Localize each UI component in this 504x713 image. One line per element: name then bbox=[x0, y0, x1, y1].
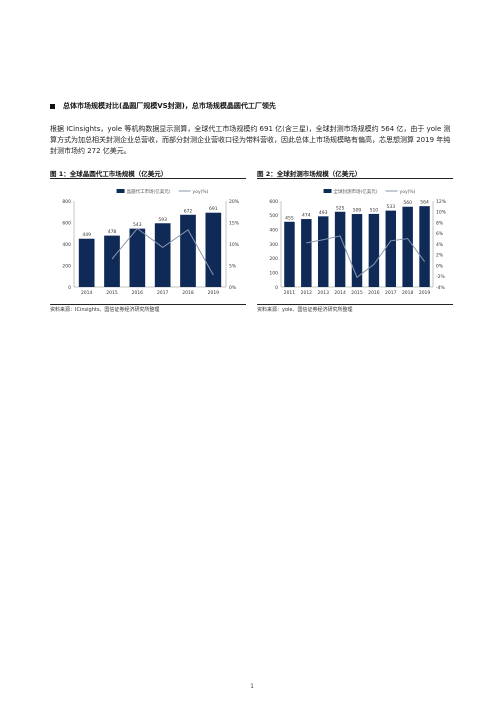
x-tick-label: 2015 bbox=[351, 290, 363, 296]
right-tick-label: -4% bbox=[436, 285, 445, 291]
x-tick-label: 2012 bbox=[301, 290, 313, 296]
figure-2-bottom-rule bbox=[257, 304, 453, 305]
left-tick-label: 300 bbox=[269, 242, 278, 248]
bar bbox=[317, 216, 329, 287]
legend-bar-swatch bbox=[323, 189, 332, 193]
x-tick-label: 2011 bbox=[284, 290, 296, 296]
x-tick-label: 2019 bbox=[208, 290, 220, 296]
bar-value-label: 691 bbox=[209, 206, 218, 212]
bar bbox=[402, 206, 413, 287]
bar bbox=[351, 214, 363, 287]
left-tick-label: 0 bbox=[68, 285, 71, 291]
figure-1-title: 图 1：全球晶圆代工市场规模（亿美元） bbox=[50, 170, 168, 178]
section-heading-text: 总体市场规模对比(晶圆厂规模VS封测)，总市场规模晶圆代工厂领先 bbox=[63, 102, 276, 110]
figure-1-chart: 0 200 400 600 800 0% 5% 10% 15% 20% 449 2014 478 2015… bbox=[62, 188, 240, 296]
legend-bar-swatch bbox=[116, 189, 125, 193]
left-tick-label: 200 bbox=[269, 256, 278, 262]
bar-value-label: 478 bbox=[108, 229, 117, 235]
bar-value-label: 493 bbox=[319, 210, 328, 216]
bar-value-label: 543 bbox=[133, 222, 142, 228]
left-tick-label: 600 bbox=[269, 199, 278, 205]
figure-2-title: 图 2：全球封测市场规模（亿美元） bbox=[257, 170, 362, 178]
bar bbox=[334, 211, 346, 287]
right-tick-label: 6% bbox=[436, 231, 444, 237]
bar-value-label: 455 bbox=[285, 215, 294, 221]
bar bbox=[368, 213, 380, 287]
bar-value-label: 672 bbox=[184, 208, 193, 214]
right-tick-label: 0% bbox=[229, 285, 237, 291]
right-tick-label: 15% bbox=[229, 220, 240, 226]
bar-value-label: 525 bbox=[336, 205, 345, 211]
x-tick-label: 2017 bbox=[385, 290, 397, 296]
bar-value-label: 449 bbox=[82, 232, 91, 238]
x-tick-label: 2019 bbox=[419, 290, 431, 296]
right-tick-label: 10% bbox=[436, 210, 447, 216]
section-heading: 总体市场规模对比(晶圆厂规模VS封测)，总市场规模晶圆代工厂领先 bbox=[50, 101, 276, 111]
left-tick-label: 200 bbox=[62, 263, 71, 269]
bar bbox=[284, 221, 295, 287]
bar-value-label: 509 bbox=[353, 208, 362, 214]
yoy-line bbox=[306, 235, 426, 279]
x-tick-label: 2014 bbox=[81, 290, 93, 296]
x-tick-label: 2013 bbox=[317, 290, 329, 296]
bar bbox=[301, 219, 312, 287]
bar-value-label: 560 bbox=[403, 200, 412, 206]
right-tick-label: 5% bbox=[229, 263, 237, 269]
left-tick-label: 100 bbox=[269, 270, 278, 276]
left-tick-label: 500 bbox=[269, 213, 278, 219]
right-tick-label: 8% bbox=[436, 220, 444, 226]
left-tick-label: 400 bbox=[62, 242, 71, 248]
left-tick-label: 400 bbox=[269, 227, 278, 233]
page-number: 1 bbox=[250, 683, 254, 690]
legend-line-label: yoy(%) bbox=[193, 189, 209, 195]
bar bbox=[104, 235, 120, 287]
figure-2-top-rule bbox=[257, 178, 453, 179]
figure-1-bottom-rule bbox=[50, 304, 246, 305]
bar bbox=[154, 223, 171, 287]
right-tick-label: 20% bbox=[229, 199, 240, 205]
x-tick-label: 2016 bbox=[132, 290, 144, 296]
legend-bar-label: 全球封测市场(亿美元) bbox=[334, 188, 378, 195]
right-tick-label: 12% bbox=[436, 199, 447, 205]
bar bbox=[385, 210, 397, 287]
bar bbox=[180, 214, 196, 287]
bar bbox=[419, 206, 430, 287]
left-tick-label: 600 bbox=[62, 220, 71, 226]
bullet-square-icon bbox=[50, 103, 55, 109]
left-tick-label: 800 bbox=[62, 199, 71, 205]
x-tick-label: 2018 bbox=[182, 290, 194, 296]
x-tick-label: 2017 bbox=[157, 290, 169, 296]
figure-2-chart: 0 100 200 300 400 500 600 -4% -2% 0% 2% 4% 6% 8% 10% 12… bbox=[269, 188, 447, 296]
x-tick-label: 2016 bbox=[368, 290, 380, 296]
right-tick-label: -2% bbox=[436, 274, 445, 280]
bar-value-label: 593 bbox=[158, 217, 167, 223]
body-paragraph: 根据 ICinsights，yole 等机构数据显示测算，全球代工市场规模约 6… bbox=[50, 125, 451, 155]
legend-bar-label: 晶圆代工市场(亿美元) bbox=[127, 188, 171, 195]
figure-1-top-rule bbox=[50, 178, 246, 179]
bar-value-label: 510 bbox=[370, 207, 379, 213]
legend-line-label: yoy(%) bbox=[400, 189, 416, 195]
bar bbox=[205, 212, 222, 287]
right-tick-label: 0% bbox=[436, 263, 444, 269]
right-tick-label: 2% bbox=[436, 253, 444, 259]
right-tick-label: 10% bbox=[229, 242, 240, 248]
right-tick-label: 4% bbox=[436, 242, 444, 248]
figure-2-source: 资料来源：yole、国信证券经济研究所整理 bbox=[257, 307, 353, 313]
bar-value-label: 533 bbox=[386, 204, 395, 210]
figure-1-source: 资料来源：ICinsights、国信证券经济研究所整理 bbox=[50, 307, 160, 313]
bar bbox=[78, 238, 95, 287]
x-tick-label: 2018 bbox=[402, 290, 414, 296]
bar-value-label: 474 bbox=[302, 213, 311, 219]
yoy-line bbox=[111, 227, 214, 276]
x-tick-label: 2015 bbox=[106, 290, 118, 296]
x-tick-label: 2014 bbox=[334, 290, 346, 296]
bar bbox=[129, 228, 146, 287]
left-tick-label: 0 bbox=[275, 285, 278, 291]
bar-value-label: 564 bbox=[420, 200, 429, 206]
